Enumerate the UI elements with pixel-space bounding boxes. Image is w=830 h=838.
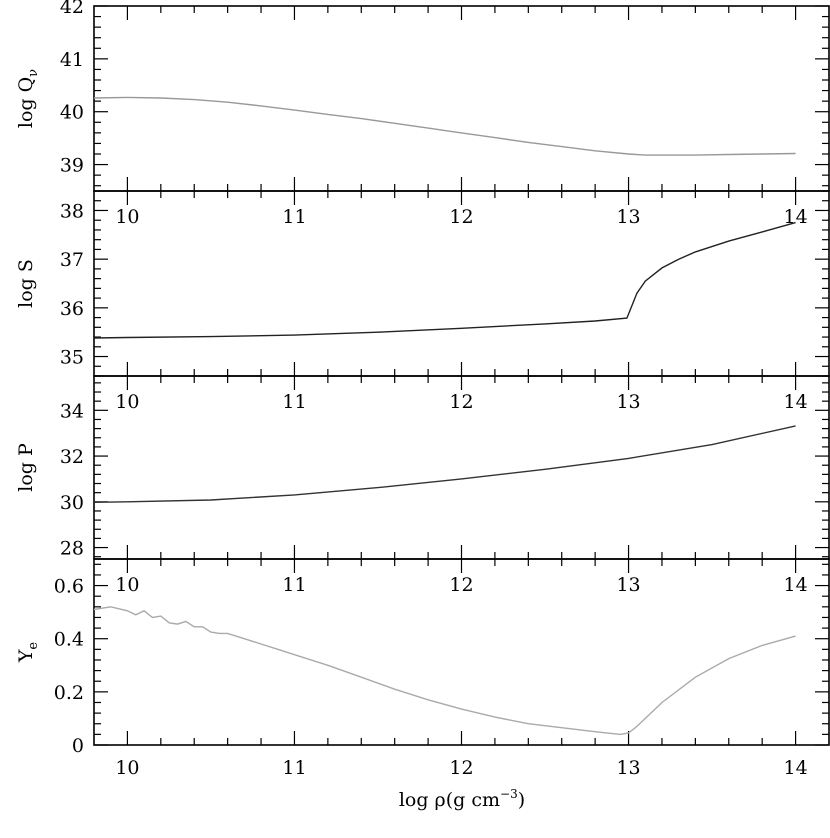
y-axis-label: log P	[15, 443, 37, 492]
y-tick-label: 38	[60, 200, 84, 222]
series-line	[93, 606, 796, 736]
y-tick-label: 40	[60, 102, 84, 124]
y-axis-label: log S	[15, 259, 37, 308]
x-tick-label-bottom: 11	[282, 757, 306, 779]
y-tick-label: 0.4	[54, 629, 84, 651]
x-tick-label: 14	[783, 206, 807, 228]
x-tick-label: 11	[282, 391, 306, 413]
x-tick-label-bottom: 12	[449, 757, 473, 779]
panel-2: 10 11 12 13 14 35 36 37 38 log S	[15, 190, 830, 377]
panel-3: 10 11 12 13 14 28 30 32 34 log P	[15, 375, 830, 560]
x-tick-label: 13	[616, 391, 640, 413]
x-tick-label: 12	[449, 574, 473, 596]
x-tick-label-bottom: 13	[616, 757, 640, 779]
y-tick-label: 30	[60, 492, 84, 514]
x-tick-label: 14	[783, 574, 807, 596]
x-tick-label: 11	[282, 574, 306, 596]
panel-frame	[93, 5, 830, 192]
x-tick-label-bottom: 10	[115, 757, 139, 779]
y-axis-label: log Qν	[15, 69, 41, 128]
panel-4: 10 11 12 13 14 0 0.2 0.4 0.6 Ye	[15, 558, 830, 757]
x-tick-label: 10	[115, 574, 139, 596]
x-tick-label: 13	[616, 574, 640, 596]
y-tick-label: 37	[60, 249, 84, 271]
y-tick-label: 35	[60, 347, 84, 369]
panels-layer: 10 11 12 13 14 39 40 41 42 log Qν 10 11 12 13 14 35 36 37…	[15, 0, 830, 779]
y-tick-label: 0.2	[54, 682, 84, 704]
series-line	[93, 96, 796, 156]
y-tick-label: 36	[60, 298, 84, 320]
x-tick-label-bottom: 14	[783, 757, 807, 779]
x-tick-label: 14	[783, 391, 807, 413]
x-axis-label: log ρ(g cm−3)	[399, 787, 525, 811]
x-tick-label: 13	[616, 206, 640, 228]
y-tick-label: 39	[60, 155, 84, 177]
x-tick-label: 10	[115, 391, 139, 413]
y-tick-label: 0	[72, 735, 84, 757]
series-line	[93, 425, 796, 503]
x-tick-label: 12	[449, 391, 473, 413]
x-tick-label: 10	[115, 206, 139, 228]
x-tick-label: 12	[449, 206, 473, 228]
y-tick-label: 0.6	[54, 576, 84, 598]
y-axis-label: Ye	[15, 642, 41, 664]
y-tick-label: 28	[60, 538, 84, 560]
series-line	[93, 221, 796, 339]
x-tick-label: 11	[282, 206, 306, 228]
y-tick-label: 42	[60, 0, 84, 18]
y-tick-label: 32	[60, 446, 84, 468]
y-tick-label: 34	[60, 400, 84, 422]
panel-1: 39 40 41 42 log Qν	[15, 0, 830, 192]
y-tick-label: 41	[60, 49, 84, 71]
